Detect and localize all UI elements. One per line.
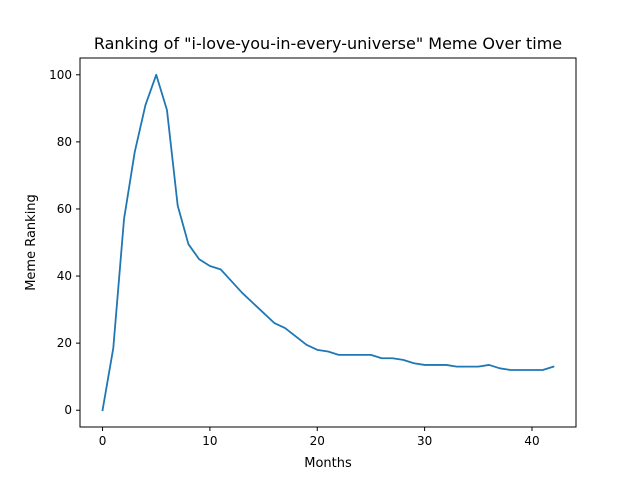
y-tick-label: 0 (64, 403, 72, 417)
x-tick-label: 20 (310, 434, 325, 448)
chart-title: Ranking of "i-love-you-in-every-universe… (94, 34, 562, 53)
y-tick-label: 20 (57, 336, 72, 350)
y-axis-label: Meme Ranking (24, 194, 39, 291)
x-tick-label: 30 (417, 434, 432, 448)
series-layer (101, 73, 555, 412)
y-tick-label: 60 (57, 202, 72, 216)
y-tick-label: 80 (57, 135, 72, 149)
x-tick-label: 10 (202, 434, 217, 448)
plot-frame (79, 57, 577, 428)
x-axis-label: Months (304, 456, 352, 471)
series-line (101, 73, 555, 412)
x-tick-label: 40 (524, 434, 539, 448)
x-tick-label: 0 (99, 434, 107, 448)
y-tick-label: 100 (49, 68, 72, 82)
y-tick-label: 40 (57, 269, 72, 283)
ticks-layer: 0 10 20 30 40 0 20 40 60 80 100 (49, 68, 540, 448)
